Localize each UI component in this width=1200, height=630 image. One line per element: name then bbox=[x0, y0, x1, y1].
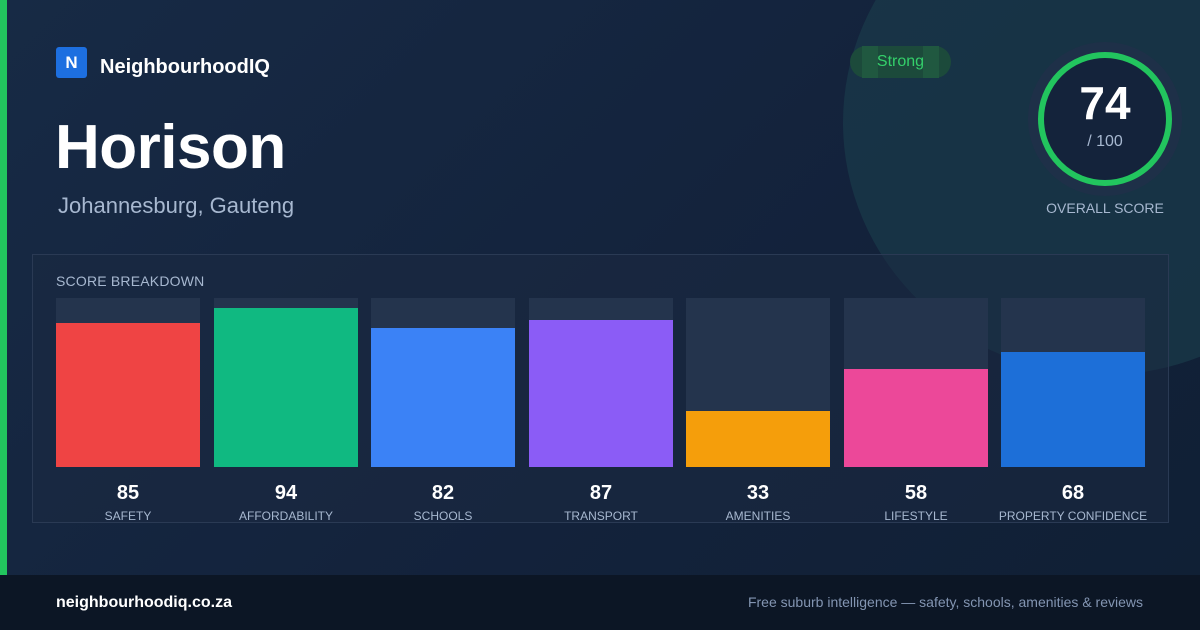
metric-bar-track bbox=[214, 298, 358, 467]
brand-logo-icon: N bbox=[56, 47, 87, 78]
metric-bar-track bbox=[686, 298, 830, 467]
rating-badge: Strong bbox=[850, 46, 951, 78]
score-ring-graphic bbox=[1028, 42, 1182, 196]
rating-badge-label: Strong bbox=[876, 53, 925, 70]
metric-bar-fill bbox=[1001, 352, 1145, 467]
overall-score-ring: 74 / 100 bbox=[1028, 42, 1182, 196]
brand[interactable]: N NeighbourhoodIQ bbox=[56, 46, 270, 79]
metric-bar-track bbox=[844, 298, 988, 467]
overall-score-caption: OVERALL SCORE bbox=[1046, 200, 1164, 216]
overall-score-max: / 100 bbox=[1087, 133, 1123, 150]
metric-value: 94 bbox=[274, 482, 298, 504]
metric-safety: 85 SAFETY bbox=[56, 298, 200, 523]
metric-label: LIFESTYLE bbox=[884, 509, 948, 523]
metric-bar-fill bbox=[686, 411, 830, 467]
metric-property-confidence: 68 PROPERTY CONFIDENCE bbox=[999, 298, 1147, 523]
metric-bar-fill bbox=[56, 323, 200, 467]
metric-value: 33 bbox=[746, 482, 770, 504]
accent-bar bbox=[0, 0, 7, 575]
metric-bar-track bbox=[371, 298, 515, 467]
metric-bar-fill bbox=[214, 308, 358, 467]
footer-url-link[interactable]: neighbourhoodiq.co.za bbox=[56, 594, 232, 611]
score-ring-arc bbox=[1038, 52, 1172, 186]
metric-schools: 82 SCHOOLS bbox=[371, 298, 515, 523]
suburb-card: N NeighbourhoodIQ Horison Johannesburg, … bbox=[0, 0, 1200, 575]
metric-bar-fill bbox=[371, 328, 515, 467]
metric-lifestyle: 58 LIFESTYLE bbox=[844, 298, 988, 523]
brand-name: NeighbourhoodIQ bbox=[100, 56, 270, 78]
metric-amenities: 33 AMENITIES bbox=[686, 298, 830, 523]
metric-label: SAFETY bbox=[104, 509, 152, 523]
metric-value: 87 bbox=[589, 482, 613, 504]
metric-value: 85 bbox=[116, 482, 140, 504]
breakdown-title: SCORE BREAKDOWN bbox=[56, 273, 205, 289]
footer-tagline: Free suburb intelligence — safety, schoo… bbox=[747, 594, 1143, 610]
metric-transport: 87 TRANSPORT bbox=[529, 298, 673, 523]
metric-value: 68 bbox=[1061, 482, 1085, 504]
metric-bar-fill bbox=[844, 369, 988, 467]
metric-bar-track bbox=[529, 298, 673, 467]
suburb-location: Johannesburg, Gauteng bbox=[58, 193, 295, 218]
overall-score-value: 74 bbox=[1079, 77, 1131, 129]
metric-bar-track bbox=[1001, 298, 1145, 467]
metric-label: PROPERTY CONFIDENCE bbox=[998, 509, 1148, 523]
footer: neighbourhoodiq.co.za Free suburb intell… bbox=[0, 575, 1200, 630]
metric-label: AMENITIES bbox=[725, 509, 791, 523]
metric-bar-fill bbox=[529, 320, 673, 467]
suburb-title: Horison bbox=[55, 113, 286, 182]
score-breakdown-panel: SCORE BREAKDOWN 85 SAFETY 94 AFFORDABILITY 8… bbox=[32, 254, 1169, 523]
metric-label: SCHOOLS bbox=[413, 509, 473, 523]
metric-bar-track bbox=[56, 298, 200, 467]
metric-value: 82 bbox=[431, 482, 455, 504]
metric-value: 58 bbox=[904, 482, 928, 504]
metric-affordability: 94 AFFORDABILITY bbox=[214, 298, 358, 523]
metric-label: TRANSPORT bbox=[564, 509, 638, 523]
metric-label: AFFORDABILITY bbox=[238, 509, 333, 523]
